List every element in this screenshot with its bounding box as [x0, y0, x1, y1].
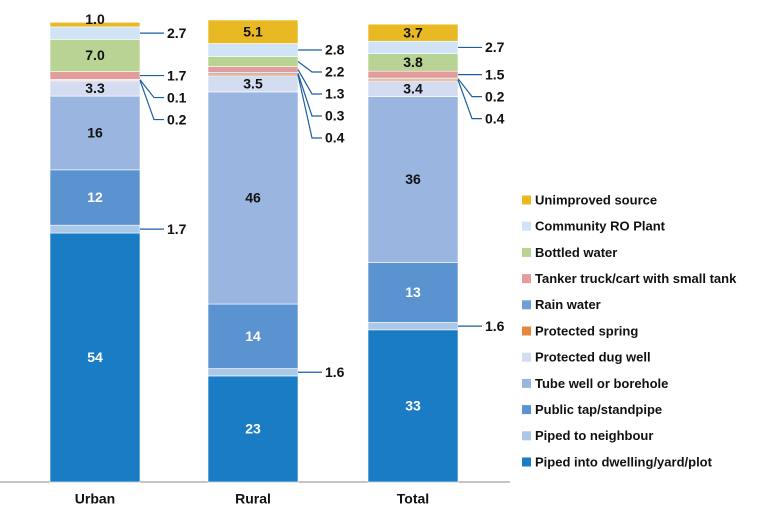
bar-segment — [207, 368, 299, 377]
value-label: 1.3 — [325, 86, 345, 102]
bar-segment — [207, 19, 299, 44]
legend-label: Protected dug well — [535, 350, 651, 365]
bar-segment — [367, 23, 459, 42]
bar-segment — [367, 96, 459, 263]
value-label: 5.1 — [243, 23, 263, 39]
value-label: 3.4 — [403, 80, 423, 96]
leader-line — [457, 78, 482, 98]
bar-segment — [207, 43, 299, 57]
legend-swatch — [522, 378, 531, 388]
value-label: 16 — [87, 125, 103, 141]
leader-line — [139, 80, 164, 121]
bar-segment — [49, 95, 141, 171]
value-label: 23 — [245, 421, 261, 437]
legend-label: Rain water — [535, 297, 601, 312]
bar-segment — [367, 40, 459, 54]
value-label: 33 — [405, 398, 421, 414]
x-tick-label: Rural — [235, 491, 271, 507]
bar-segment — [207, 303, 299, 369]
bar-segment — [367, 262, 459, 323]
legend-label: Tanker truck/cart with small tank — [535, 271, 737, 286]
leader-line — [139, 79, 164, 99]
legend-label: Tube well or borehole — [535, 376, 668, 391]
value-label: 1.6 — [485, 318, 505, 334]
legend-label: Community RO Plant — [535, 219, 666, 234]
legend-label: Piped into dwelling/yard/plot — [535, 454, 713, 469]
value-label: 3.7 — [403, 24, 423, 40]
value-label: 0.1 — [167, 89, 187, 105]
legend-swatch — [522, 195, 531, 205]
value-label: 12 — [87, 189, 103, 205]
value-label: 0.4 — [325, 130, 345, 146]
legend-swatch — [522, 247, 531, 257]
value-label: 1.7 — [167, 67, 187, 83]
value-label: 3.5 — [243, 76, 263, 92]
value-label: 3.3 — [85, 80, 105, 96]
leader-line — [297, 61, 322, 73]
legend-swatch — [522, 221, 531, 231]
value-label: 2.7 — [485, 39, 505, 55]
value-label: 36 — [405, 171, 421, 187]
bar-segment — [49, 232, 141, 483]
legend-swatch — [522, 300, 531, 310]
legend-swatch — [522, 431, 531, 441]
legend-label: Protected spring — [535, 323, 638, 338]
x-tick-label: Urban — [75, 491, 115, 507]
value-label: 46 — [245, 190, 261, 206]
bar-segment — [207, 66, 299, 73]
legend-label: Piped to neighbour — [535, 428, 653, 443]
legend-swatch — [522, 326, 531, 336]
value-label: 3.8 — [403, 54, 423, 70]
legend-swatch — [522, 274, 531, 284]
value-label: 0.3 — [325, 108, 345, 124]
value-label: 0.2 — [485, 88, 505, 104]
legend-swatch — [522, 405, 531, 415]
leader-line — [457, 79, 482, 120]
bar-segment — [367, 322, 459, 331]
bar-segment — [49, 71, 141, 80]
bar-segment — [367, 70, 459, 79]
value-label: 7.0 — [85, 47, 105, 63]
bar-segment — [49, 169, 141, 226]
bar-segment — [207, 56, 299, 67]
value-label: 2.8 — [325, 42, 345, 58]
legend-label: Public tap/standpipe — [535, 402, 662, 417]
value-label: 2.2 — [325, 64, 345, 80]
value-label: 1.5 — [485, 66, 505, 82]
value-label: 0.2 — [167, 111, 187, 127]
value-label: 1.6 — [325, 364, 345, 380]
leader-line — [297, 74, 322, 139]
bar-segment — [49, 224, 141, 234]
bar-segment — [49, 22, 141, 28]
value-label: 54 — [87, 349, 103, 365]
x-tick-label: Total — [397, 491, 429, 507]
legend-swatch — [522, 352, 531, 362]
value-label: 2.7 — [167, 25, 187, 41]
legend-label: Unimproved source — [535, 192, 657, 207]
bar-segment — [207, 91, 299, 305]
legend-label: Bottled water — [535, 245, 617, 260]
leader-line — [297, 69, 322, 95]
value-label: 13 — [405, 284, 421, 300]
bar-segment — [207, 375, 299, 483]
bar-segment — [49, 26, 141, 40]
leader-line — [297, 73, 322, 117]
value-label: 1.0 — [85, 11, 105, 27]
bar-segment — [367, 329, 459, 483]
value-label: 0.4 — [485, 110, 505, 126]
value-label: 14 — [245, 328, 261, 344]
bar-segment — [49, 39, 141, 72]
value-label: 1.7 — [167, 221, 187, 237]
legend-swatch — [522, 457, 531, 467]
